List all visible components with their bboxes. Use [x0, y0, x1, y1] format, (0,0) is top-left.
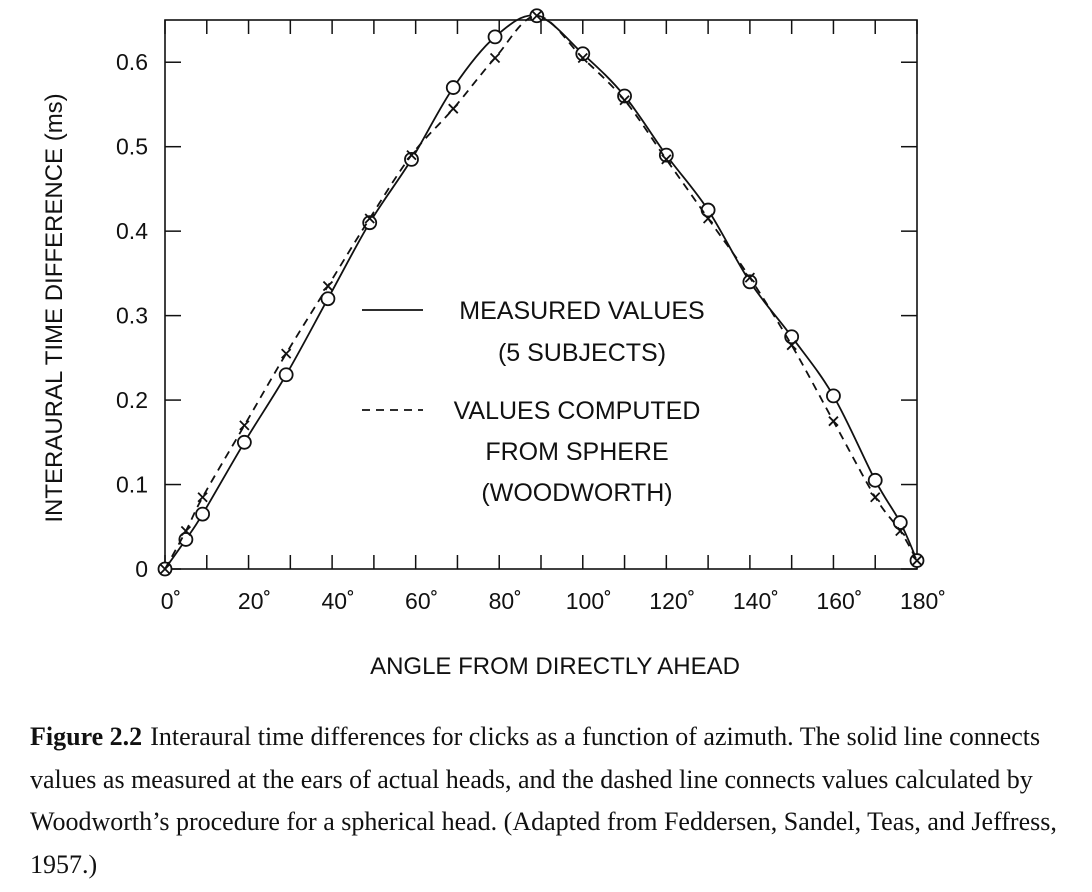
computed-point-stroke	[577, 52, 588, 64]
x-tick-label: 180˚	[900, 588, 946, 614]
computed-point-stroke	[364, 213, 375, 224]
legend-label: (5 SUBJECTS)	[498, 339, 666, 367]
measured-point	[278, 367, 294, 383]
measured-point	[617, 88, 632, 104]
computed-point-stroke	[786, 340, 797, 351]
legend-label: (WOODWORTH)	[481, 479, 672, 507]
computed-point-stroke	[744, 272, 756, 283]
legend: MEASURED VALUES (5 SUBJECTS) VALUES COMPUT…	[362, 297, 705, 507]
computed-point-stroke	[322, 280, 334, 292]
computed-point	[159, 563, 171, 575]
measured-point	[658, 147, 674, 163]
computed-point-stroke	[159, 563, 171, 575]
x-tick-label: 0˚	[161, 588, 181, 614]
computed-point	[180, 525, 192, 537]
computed-point-stroke	[911, 555, 923, 566]
computed-point-stroke	[828, 416, 839, 427]
computed-point	[702, 213, 714, 224]
computed-point-stroke	[619, 95, 630, 106]
measured-point	[195, 506, 211, 522]
figure-caption: Figure 2.2 Interaural time differences fo…	[30, 716, 1080, 886]
computed-point-stroke	[895, 525, 906, 537]
measured-point	[236, 434, 252, 450]
x-axis-title: ANGLE FROM DIRECTLY AHEAD	[370, 653, 740, 680]
computed-point-stroke	[661, 154, 672, 165]
x-tick-label: 160˚	[816, 588, 862, 614]
x-tick-label: 40˚	[321, 588, 354, 614]
computed-point	[322, 280, 334, 292]
computed-point	[661, 154, 672, 165]
measured-point	[178, 532, 194, 547]
computed-point-stroke	[180, 525, 192, 537]
x-tick-label: 80˚	[489, 588, 522, 614]
x-tick-label: 60˚	[405, 588, 438, 614]
computed-point	[364, 213, 375, 224]
computed-point-stroke	[489, 52, 501, 64]
computed-point-stroke	[281, 348, 292, 359]
y-tick-label: 0.2	[116, 387, 148, 413]
x-tick-label: 20˚	[238, 588, 271, 614]
y-tick-label: 0.3	[116, 303, 148, 329]
legend-label: MEASURED VALUES	[459, 297, 704, 325]
measured-point	[445, 80, 461, 95]
x-tick-label: 120˚	[649, 588, 695, 614]
y-tick-label: 0.1	[116, 472, 148, 498]
computed-point	[197, 492, 208, 503]
computed-point	[744, 272, 756, 283]
computed-point	[406, 150, 417, 161]
computed-point-stroke	[406, 150, 417, 161]
y-tick-label: 0	[135, 556, 148, 582]
measured-point	[742, 274, 758, 290]
computed-point	[489, 52, 501, 64]
series-layer	[157, 8, 925, 577]
legend-label: FROM SPHERE	[485, 438, 668, 466]
measured-point	[320, 291, 336, 307]
computed-point	[870, 492, 881, 503]
computed-point	[239, 420, 250, 431]
itd-chart: 0˚ 20˚ 40˚ 60˚ 80˚ 100˚ 120˚ 140˚ 160˚ 180˚ 0 0.1 0.…	[41, 8, 946, 680]
figure-caption-text: Interaural time differences for clicks a…	[30, 722, 1057, 879]
measured-point	[575, 46, 591, 62]
computed-point	[281, 348, 292, 359]
axes: 0˚ 20˚ 40˚ 60˚ 80˚ 100˚ 120˚ 140˚ 160˚ 180˚ 0 0.1 0.…	[116, 19, 946, 614]
computed-line	[164, 14, 918, 570]
computed-point	[911, 555, 923, 566]
measured-point	[404, 151, 419, 167]
computed-point-stroke	[448, 103, 459, 114]
computed-point	[619, 95, 630, 106]
computed-point-stroke	[239, 420, 250, 431]
computed-point-stroke	[702, 213, 714, 224]
x-tick-label: 100˚	[566, 588, 612, 614]
computed-point-stroke	[197, 492, 208, 503]
y-tick-label: 0.5	[116, 134, 148, 160]
figure-label: Figure 2.2	[30, 722, 143, 751]
legend-label: VALUES COMPUTED	[454, 397, 701, 425]
measured-point	[362, 215, 378, 231]
y-axis-title: INTERAURAL TIME DIFFERENCE (ms)	[41, 93, 68, 522]
computed-point	[895, 525, 906, 537]
computed-point-stroke	[531, 10, 542, 21]
y-tick-label: 0.6	[116, 49, 148, 75]
computed-point-stroke	[870, 492, 881, 503]
computed-point	[828, 416, 839, 427]
computed-point	[577, 52, 588, 64]
computed-point	[531, 10, 542, 21]
computed-point	[786, 340, 797, 351]
x-tick-label: 140˚	[733, 588, 779, 614]
measured-point	[487, 29, 503, 45]
y-tick-label: 0.4	[116, 218, 148, 244]
computed-point	[448, 103, 459, 114]
measured-point	[867, 472, 883, 488]
measured-point	[826, 388, 841, 404]
